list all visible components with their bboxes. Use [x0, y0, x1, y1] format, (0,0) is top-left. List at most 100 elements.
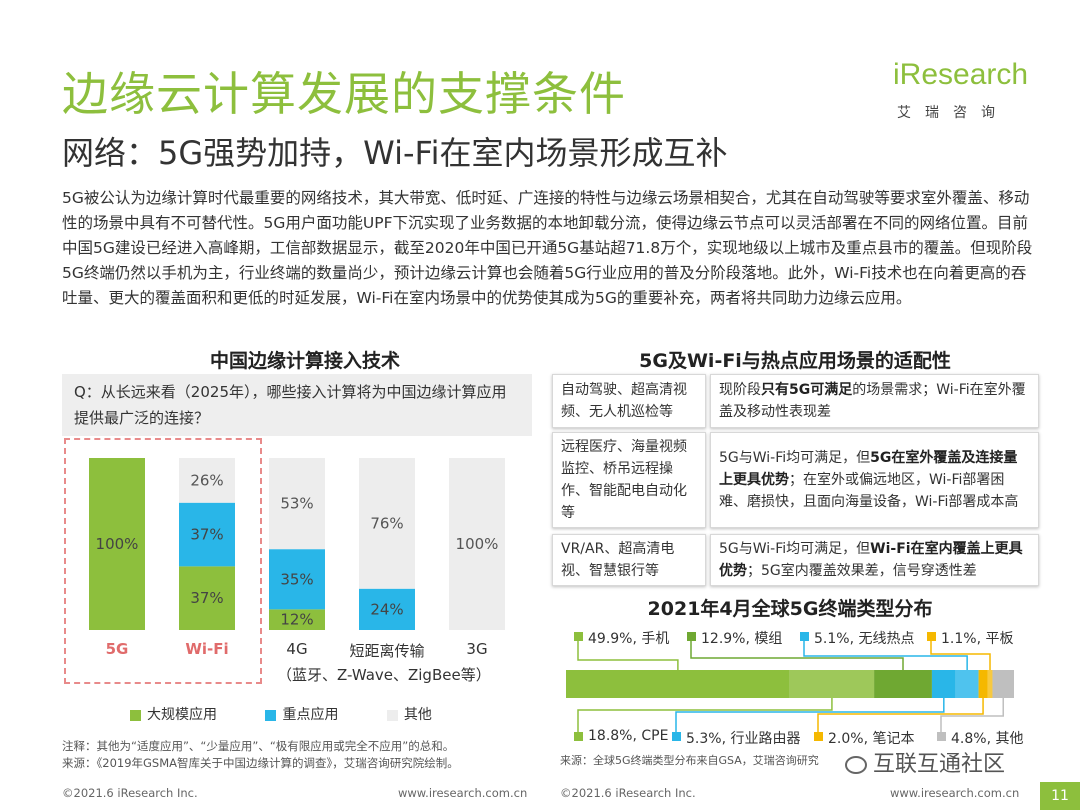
scenario-emphasis: Wi-Fi在室内覆盖上更具优势 [719, 541, 1023, 579]
category-sublabel: （蓝牙、Z-Wave、ZigBee等） [277, 666, 491, 684]
dist-marker [800, 632, 809, 641]
logo-word: iResearch [893, 58, 1029, 91]
scenario-right-1: 现阶段只有5G可满足的场景需求；Wi-Fi在室外覆盖及移动性表现差 [710, 374, 1039, 428]
dist-label: 5.3%, 行业路由器 [686, 731, 801, 747]
dist-connector [930, 641, 991, 670]
bar-segment [89, 458, 145, 630]
scenario-left-2: 远程医疗、海量视频监控、桥吊远程操作、智能配电自动化等 [552, 432, 706, 528]
bar-segment [269, 609, 325, 630]
left-legend: 大规模应用 重点应用 其他 [130, 704, 476, 724]
scenario-emphasis: 5G在室外覆盖及连接量上更具优势 [719, 450, 1018, 488]
dist-marker [672, 732, 681, 741]
category-label: 短距离传输 [349, 642, 425, 660]
right-source: 来源：全球5G终端类型分布来自GSA，艾瑞咨询研究 [560, 754, 819, 767]
source-line: 来源：《2019年GSMA智库关于中国边缘计算的调查》，艾瑞咨询研究院绘制。 [62, 756, 459, 770]
terminal-distribution-chart [566, 632, 1014, 741]
dist-label: 5.1%, 无线热点 [814, 631, 915, 647]
dist-connector [577, 641, 679, 670]
highlight-dashed-box [64, 438, 262, 684]
category-label: 5G [105, 640, 129, 658]
wechat-icon [845, 756, 867, 774]
bar-segment [179, 458, 235, 503]
dist-marker [574, 732, 583, 741]
legend-label-large: 大规模应用 [147, 707, 217, 723]
dist-connector [577, 698, 833, 732]
question-box: Q：从长远来看（2025年），哪些接入计算将为中国边缘计算应用提供最广泛的连接？ [62, 374, 532, 436]
dist-segment [566, 670, 790, 698]
legend-swatch-gray [386, 709, 398, 721]
footer-copyright-left: ©2021.6 iResearch Inc. [62, 786, 198, 800]
dist-label: 2.0%, 笔记本 [828, 731, 915, 747]
scenario-text-part: 5G与Wi-Fi均可满足，但 [719, 541, 871, 557]
dist-segment [955, 670, 979, 698]
dist-label: 1.1%, 平板 [941, 631, 1014, 647]
watermark: 互联互通社区 [845, 746, 1005, 778]
scenario-right-text: 5G与Wi-Fi均可满足，但Wi-Fi在室内覆盖上更具优势；5G室内覆盖效果差，… [719, 538, 1030, 582]
bar-segment [269, 458, 325, 550]
dist-label: 12.9%, 模组 [701, 631, 783, 647]
dist-segment [789, 670, 875, 698]
bar-value-label: 100% [96, 535, 139, 553]
bar-value-label: 100% [456, 535, 499, 553]
bar-segment [179, 566, 235, 630]
scenario-text-part: ；在室外或偏远地区，Wi-Fi部署困难、磨损快，且面向海量设备，Wi-Fi部署成… [719, 472, 1019, 510]
bar-value-label: 35% [280, 570, 313, 588]
scenario-emphasis: 只有5G可满足 [761, 382, 853, 398]
bar-segment [269, 549, 325, 610]
scenario-left-3: VR/AR、超高清电视、智慧银行等 [552, 534, 706, 586]
left-chart-title: 中国边缘计算接入技术 [209, 350, 400, 372]
bar-value-label: 53% [280, 495, 313, 513]
bar-segment [359, 458, 415, 589]
dist-connector [940, 698, 1004, 732]
dist-marker [937, 732, 946, 741]
dist-label: 4.8%, 其他 [951, 731, 1024, 747]
dist-connector [817, 698, 984, 732]
bar-value-label: 76% [370, 514, 403, 532]
bar-segment [359, 588, 415, 630]
footer-copyright-right: ©2021.6 iResearch Inc. [560, 786, 696, 800]
bar-segment [179, 502, 235, 567]
footer-url-right: www.iresearch.com.cn [890, 786, 1020, 800]
dist-segment [931, 670, 956, 698]
legend-swatch-green [130, 709, 141, 721]
category-label: Wi-Fi [185, 640, 229, 658]
scenario-text-part: 的场景需求；Wi-Fi在室外覆盖及移动性表现差 [719, 382, 1026, 420]
legend-item-large: 大规模应用 [130, 704, 217, 724]
footer-url-left: www.iresearch.com.cn [398, 786, 528, 800]
bar-value-label: 26% [190, 471, 223, 489]
legend-item-other: 其他 [386, 704, 432, 724]
body-paragraph: 5G被公认为边缘计算时代最重要的网络技术，其大带宽、低时延、广连接的特性与边缘云… [62, 189, 1033, 307]
access-tech-chart: 100% 37% 37% 26% 12% 35% 53% 24% 76% 100% [89, 458, 505, 630]
bar-value-label: 12% [280, 611, 313, 629]
scenario-row-3: VR/AR、超高清电视、智慧银行等 5G与Wi-Fi均可满足，但Wi-Fi在室内… [552, 534, 1039, 586]
category-label: 3G [466, 640, 488, 658]
scenario-left-1: 自动驾驶、超高清视频、无人机巡检等 [552, 374, 706, 428]
dist-marker [687, 632, 696, 641]
page-number: 11 [1040, 782, 1080, 810]
legend-label-other: 其他 [403, 707, 432, 723]
legend-label-key: 重点应用 [282, 707, 339, 723]
right-panel-title: 5G及Wi-Fi与热点应用场景的适配性 [639, 350, 951, 372]
legend-item-key: 重点应用 [265, 704, 338, 724]
left-notes: 注释：其他为“适度应用”、“少量应用”、“极有限应用或完全不应用”的总和。 来源… [62, 738, 459, 772]
distribution-chart-title: 2021年4月全球5G终端类型分布 [647, 598, 933, 620]
bar-value-label: 37% [190, 589, 223, 607]
dist-marker [927, 632, 936, 641]
page-title: 边缘云计算发展的支撑条件 [62, 67, 626, 121]
scenario-text-part: 现阶段 [719, 382, 761, 398]
dist-segment [987, 670, 993, 698]
category-label: 4G [286, 640, 308, 658]
scenario-row-2: 远程医疗、海量视频监控、桥吊远程操作、智能配电自动化等 5G与Wi-Fi均可满足… [552, 432, 1039, 528]
dist-segment [992, 670, 1014, 698]
bar-value-label: 37% [190, 526, 223, 544]
scenario-text-part: 5G与Wi-Fi均可满足，但 [719, 450, 871, 466]
scenario-right-text: 5G与Wi-Fi均可满足，但5G在室外覆盖及连接量上更具优势；在室外或偏远地区，… [719, 447, 1030, 513]
scenario-right-text: 现阶段只有5G可满足的场景需求；Wi-Fi在室外覆盖及移动性表现差 [719, 379, 1030, 423]
page-subtitle: 网络：5G强势加持，Wi-Fi在室内场景形成互补 [62, 134, 728, 172]
dist-connector [675, 698, 945, 732]
dist-marker [814, 732, 823, 741]
dist-marker [574, 632, 583, 641]
scenario-right-3: 5G与Wi-Fi均可满足，但Wi-Fi在室内覆盖上更具优势；5G室内覆盖效果差，… [710, 534, 1039, 586]
dist-label: 18.8%, CPE [588, 728, 669, 744]
dist-connector [803, 641, 968, 670]
